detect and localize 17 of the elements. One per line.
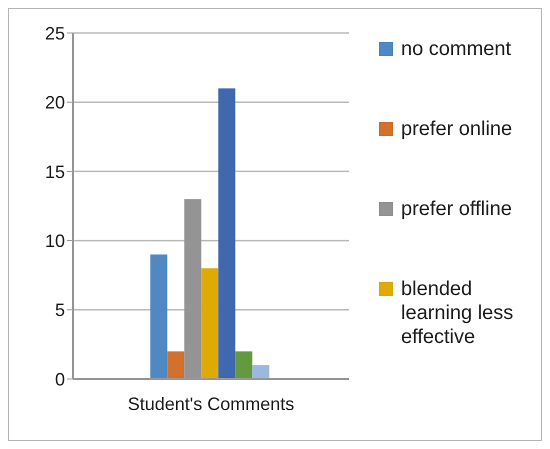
bar — [218, 88, 236, 379]
bar — [167, 351, 184, 379]
legend-label: prefer offline — [401, 197, 512, 221]
y-tick-label: 15 — [44, 162, 65, 182]
legend-label: prefer online — [401, 117, 512, 141]
y-tick-label: 25 — [44, 23, 65, 44]
y-tick-label: 0 — [54, 369, 65, 390]
legend-label: no comment — [401, 37, 512, 61]
legend-label: blended learning less effective — [401, 277, 514, 349]
bar — [235, 351, 252, 379]
y-tick-label: 5 — [54, 300, 65, 320]
y-tick-label: 20 — [44, 92, 65, 113]
bar — [201, 268, 218, 379]
bar — [252, 365, 270, 379]
x-tick-label: Student's Comments — [128, 394, 294, 414]
bar — [150, 254, 168, 379]
y-tick-label: 10 — [44, 230, 65, 251]
